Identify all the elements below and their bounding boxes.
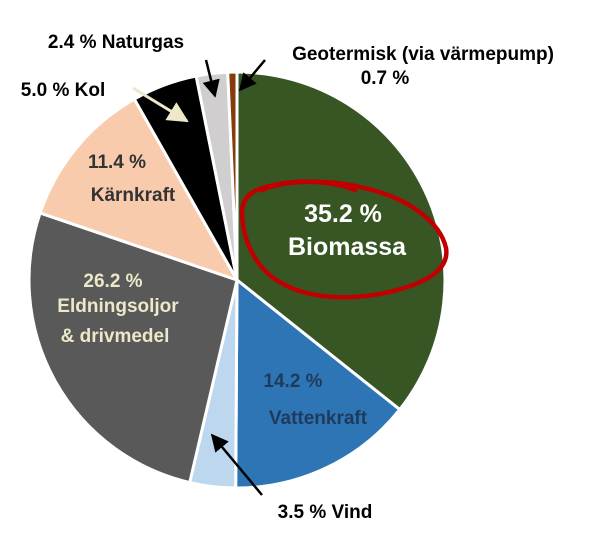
oljor-name-line1: Eldningsoljor [57,296,179,317]
pie-slice-eldningsoljor-drivmedel [27,211,239,485]
vattenkraft-name-label: Vattenkraft [269,408,368,429]
pie-slices [27,70,447,490]
kol-label: 5.0 % Kol [21,80,105,101]
karnkraft-pct-label: 11.4 % [88,152,146,173]
vind-arrow [210,433,263,496]
biomassa-name-label: Biomassa [288,233,407,261]
karnkraft-name-label: Kärnkraft [91,185,176,206]
naturgas-label: 2.4 % Naturgas [48,32,184,53]
oljor-pct-label: 26.2 % [83,271,142,292]
pie-slice-biomassa [235,70,447,412]
pie-slice-geotermisk-via-värmepump- [226,70,239,281]
pie-slice-vattenkraft [234,276,402,490]
biomassa-pct-label: 35.2 % [304,200,382,228]
vind-label: 3.5 % Vind [278,502,373,523]
pie-slice-kärnkraft [38,97,241,283]
biomassa-highlight-circle [239,179,449,300]
geotermisk-pct-label: 0.7 % [361,68,410,89]
oljor-name-line2: & drivmedel [61,326,170,347]
geotermisk-arrow [238,59,266,92]
kol-arrow [132,86,189,123]
naturgas-arrow [202,59,220,98]
geotermisk-name-label: Geotermisk (via värmepump) [292,44,554,65]
vattenkraft-pct-label: 14.2 % [263,371,322,392]
